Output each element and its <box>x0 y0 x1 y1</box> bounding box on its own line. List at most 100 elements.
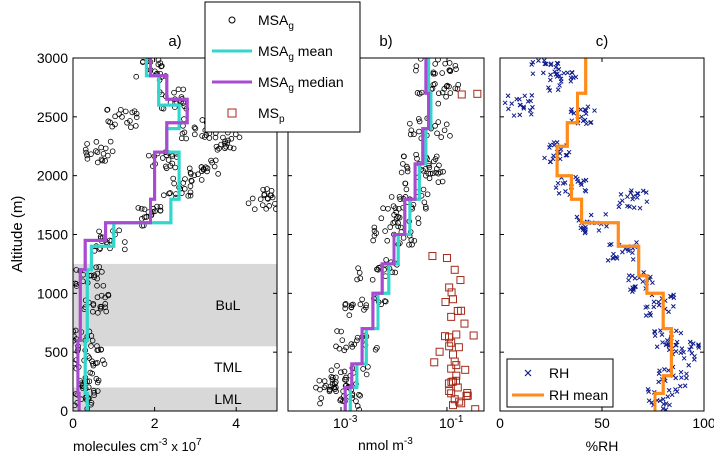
data-point <box>435 119 442 125</box>
data-point <box>348 341 355 347</box>
data-point <box>88 272 95 279</box>
data-point <box>360 366 366 372</box>
data-point <box>245 200 252 207</box>
data-point <box>187 183 194 189</box>
data-point <box>192 125 199 132</box>
data-point <box>162 163 169 170</box>
data-point <box>159 155 166 161</box>
data-point <box>428 252 437 261</box>
data-point <box>521 104 527 110</box>
data-point <box>548 62 554 68</box>
legend-label: MSp <box>258 105 285 125</box>
data-point <box>257 196 264 203</box>
data-point <box>463 391 472 400</box>
data-point <box>357 392 363 399</box>
data-point <box>422 204 429 210</box>
data-point <box>249 195 256 202</box>
data-point <box>353 398 359 404</box>
data-point <box>426 175 433 182</box>
data-point <box>380 205 386 212</box>
data-point <box>171 89 177 96</box>
data-point <box>88 151 94 157</box>
data-point <box>625 246 631 252</box>
data-point <box>363 371 370 378</box>
panel-a-xlabel-text: molecules cm <box>73 438 159 454</box>
data-point <box>530 104 535 110</box>
data-point <box>413 151 419 158</box>
data-point <box>696 342 701 348</box>
data-point <box>669 392 675 398</box>
data-point <box>227 144 234 151</box>
data-point <box>395 220 401 226</box>
data-point <box>663 401 669 406</box>
main-legend: MSAg MSAg mean MSAg median MSp <box>204 1 361 133</box>
data-point <box>169 160 176 167</box>
x-tick-label: 50 <box>594 415 610 431</box>
data-point <box>374 344 380 351</box>
data-point <box>604 223 609 229</box>
data-point <box>542 155 547 161</box>
data-point <box>633 284 638 289</box>
data-point <box>640 188 646 194</box>
data-point <box>440 168 446 175</box>
data-point <box>583 177 589 183</box>
data-point <box>225 137 231 144</box>
data-point <box>435 347 444 356</box>
data-point <box>630 285 635 291</box>
data-point <box>328 374 335 380</box>
data-point <box>155 58 162 63</box>
data-point <box>96 264 102 270</box>
data-point <box>454 343 463 352</box>
data-point <box>566 149 572 155</box>
data-point <box>128 124 134 131</box>
data-point <box>439 89 446 96</box>
data-point <box>97 303 104 310</box>
series-line-top <box>83 58 181 411</box>
data-point <box>568 78 574 84</box>
data-point <box>355 265 361 271</box>
data-point <box>558 76 564 82</box>
data-point <box>547 88 553 93</box>
data-point <box>371 224 378 231</box>
data-point <box>663 407 669 411</box>
data-point <box>188 178 195 184</box>
x-tick-label: 0 <box>496 415 504 431</box>
data-point <box>674 389 680 394</box>
data-point <box>554 139 560 145</box>
data-point <box>441 332 450 341</box>
panel-a-xlabel-extra-sup: 7 <box>196 437 202 448</box>
data-point <box>404 168 411 175</box>
data-point <box>317 400 323 407</box>
data-point <box>569 107 574 112</box>
data-point <box>656 379 661 385</box>
data-point <box>182 176 188 182</box>
data-point <box>592 108 597 113</box>
panel-b-plot <box>313 58 482 411</box>
data-point <box>86 378 93 385</box>
data-point <box>447 288 456 297</box>
data-point <box>579 182 584 188</box>
data-point <box>415 220 422 226</box>
data-point <box>382 273 389 279</box>
data-point <box>441 127 448 134</box>
data-point <box>141 206 148 213</box>
data-point <box>687 347 692 352</box>
data-point <box>105 152 111 159</box>
data-point <box>557 83 562 88</box>
data-point <box>157 203 164 210</box>
data-point <box>618 191 624 197</box>
data-point <box>91 274 98 280</box>
data-point <box>336 345 343 352</box>
data-point <box>674 339 680 345</box>
data-point <box>445 386 454 395</box>
data-point <box>509 101 515 106</box>
data-point <box>346 312 353 318</box>
data-point <box>100 282 107 289</box>
y-axis-label: Altitude (m) <box>9 196 26 273</box>
x-tick-label: 0 <box>69 415 77 431</box>
data-point <box>93 264 99 271</box>
data-point <box>432 81 438 87</box>
data-point <box>673 375 679 381</box>
data-point <box>420 186 427 193</box>
data-point <box>430 69 437 76</box>
